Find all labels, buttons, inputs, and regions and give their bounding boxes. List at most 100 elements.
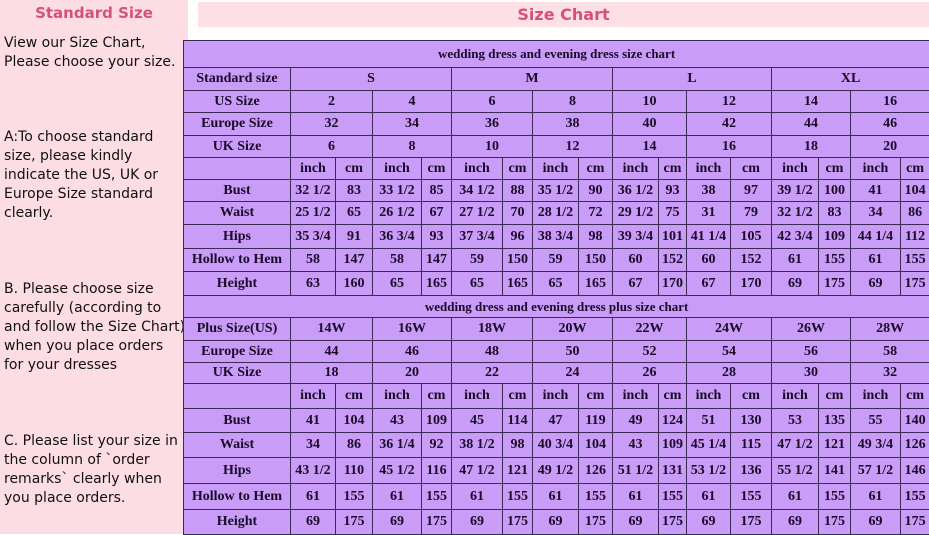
unit-cell: inch bbox=[291, 384, 336, 409]
measurement-cell: 141 bbox=[819, 458, 851, 484]
measurement-cell: 175 bbox=[819, 510, 851, 535]
measurement-cell: 61 bbox=[851, 484, 901, 510]
measurement-cell: 49 3/4 bbox=[851, 433, 901, 458]
row-label bbox=[184, 384, 291, 409]
size-cell: 22W bbox=[613, 318, 687, 341]
measurement-cell: 27 1/2 bbox=[452, 202, 503, 225]
measurement-cell: 41 bbox=[851, 180, 901, 202]
measurement-cell: 44 1/4 bbox=[851, 225, 901, 249]
unit-cell: cm bbox=[579, 158, 613, 180]
size-cell: 26W bbox=[772, 318, 851, 341]
measurement-cell: 35 3/4 bbox=[291, 225, 336, 249]
measurement-cell: 121 bbox=[503, 458, 533, 484]
measurement-cell: 155 bbox=[901, 484, 929, 510]
unit-cell: inch bbox=[613, 158, 659, 180]
size-group-cell: L bbox=[613, 68, 772, 91]
measurement-cell: 155 bbox=[579, 484, 613, 510]
measurement-cell: 65 bbox=[336, 202, 373, 225]
measurement-cell: 61 bbox=[772, 249, 819, 272]
size-cell: 6 bbox=[291, 136, 373, 158]
size-cell: 20 bbox=[373, 363, 452, 384]
measurement-cell: 45 bbox=[452, 409, 503, 433]
measurement-cell: 155 bbox=[336, 484, 373, 510]
instruction-b: B. Please choose size carefully (accordi… bbox=[4, 280, 186, 375]
measurement-cell: 114 bbox=[503, 409, 533, 433]
measurement-cell: 155 bbox=[503, 484, 533, 510]
measurement-cell: 61 bbox=[533, 484, 579, 510]
measurement-cell: 75 bbox=[659, 202, 687, 225]
measurement-cell: 32 1/2 bbox=[772, 202, 819, 225]
measurement-cell: 116 bbox=[422, 458, 452, 484]
measurement-cell: 34 1/2 bbox=[452, 180, 503, 202]
size-cell: 24 bbox=[533, 363, 613, 384]
measurement-cell: 165 bbox=[503, 272, 533, 296]
size-cell: 10 bbox=[613, 91, 687, 113]
instructions-panel: Standard Size View our Size Chart, Pleas… bbox=[0, 0, 188, 534]
measurement-cell: 61 bbox=[772, 484, 819, 510]
measurement-cell: 69 bbox=[687, 510, 731, 535]
measurement-cell: 49 1/2 bbox=[533, 458, 579, 484]
row-label: Hips bbox=[184, 225, 291, 249]
measurement-cell: 65 bbox=[452, 272, 503, 296]
size-group-cell: M bbox=[452, 68, 613, 91]
unit-cell: cm bbox=[422, 158, 452, 180]
size-cell: 14 bbox=[772, 91, 851, 113]
measurement-cell: 41 bbox=[291, 409, 336, 433]
measurement-cell: 124 bbox=[659, 409, 687, 433]
unit-cell: cm bbox=[336, 158, 373, 180]
measurement-cell: 60 bbox=[613, 249, 659, 272]
row-label: Europe Size bbox=[184, 113, 291, 136]
unit-cell: inch bbox=[851, 384, 901, 409]
measurement-cell: 110 bbox=[336, 458, 373, 484]
size-cell: 12 bbox=[533, 136, 613, 158]
measurement-cell: 88 bbox=[503, 180, 533, 202]
measurement-cell: 26 1/2 bbox=[373, 202, 422, 225]
size-cell: 48 bbox=[452, 341, 533, 363]
measurement-cell: 135 bbox=[819, 409, 851, 433]
measurement-cell: 61 bbox=[687, 484, 731, 510]
size-cell: 42 bbox=[687, 113, 772, 136]
measurement-cell: 175 bbox=[503, 510, 533, 535]
measurement-cell: 69 bbox=[533, 510, 579, 535]
unit-cell: inch bbox=[851, 158, 901, 180]
size-cell: 14 bbox=[613, 136, 687, 158]
measurement-cell: 55 1/2 bbox=[772, 458, 819, 484]
size-cell: 16W bbox=[373, 318, 452, 341]
measurement-cell: 131 bbox=[659, 458, 687, 484]
row-label: Hollow to Hem bbox=[184, 484, 291, 510]
measurement-cell: 67 bbox=[687, 272, 731, 296]
measurement-cell: 65 bbox=[373, 272, 422, 296]
measurement-cell: 146 bbox=[901, 458, 929, 484]
unit-cell: inch bbox=[452, 158, 503, 180]
measurement-cell: 130 bbox=[731, 409, 772, 433]
measurement-cell: 104 bbox=[901, 180, 929, 202]
caption-row: wedding dress and evening dress size cha… bbox=[184, 41, 929, 68]
size-cell: 52 bbox=[613, 341, 687, 363]
measurement-cell: 155 bbox=[659, 484, 687, 510]
unit-cell: cm bbox=[336, 384, 373, 409]
measurement-cell: 42 3/4 bbox=[772, 225, 819, 249]
size-cell: 32 bbox=[291, 113, 373, 136]
measurement-cell: 98 bbox=[579, 225, 613, 249]
measurement-cell: 170 bbox=[731, 272, 772, 296]
measurement-cell: 45 1/2 bbox=[373, 458, 422, 484]
unit-cell: inch bbox=[533, 158, 579, 180]
measurement-cell: 112 bbox=[901, 225, 929, 249]
row-label: Waist bbox=[184, 433, 291, 458]
size-cell: 26 bbox=[613, 363, 687, 384]
measurement-cell: 51 1/2 bbox=[613, 458, 659, 484]
measurement-cell: 165 bbox=[422, 272, 452, 296]
row-label: UK Size bbox=[184, 363, 291, 384]
unit-cell: cm bbox=[503, 384, 533, 409]
measurement-cell: 101 bbox=[659, 225, 687, 249]
size-cell: 44 bbox=[772, 113, 851, 136]
measurement-cell: 126 bbox=[579, 458, 613, 484]
